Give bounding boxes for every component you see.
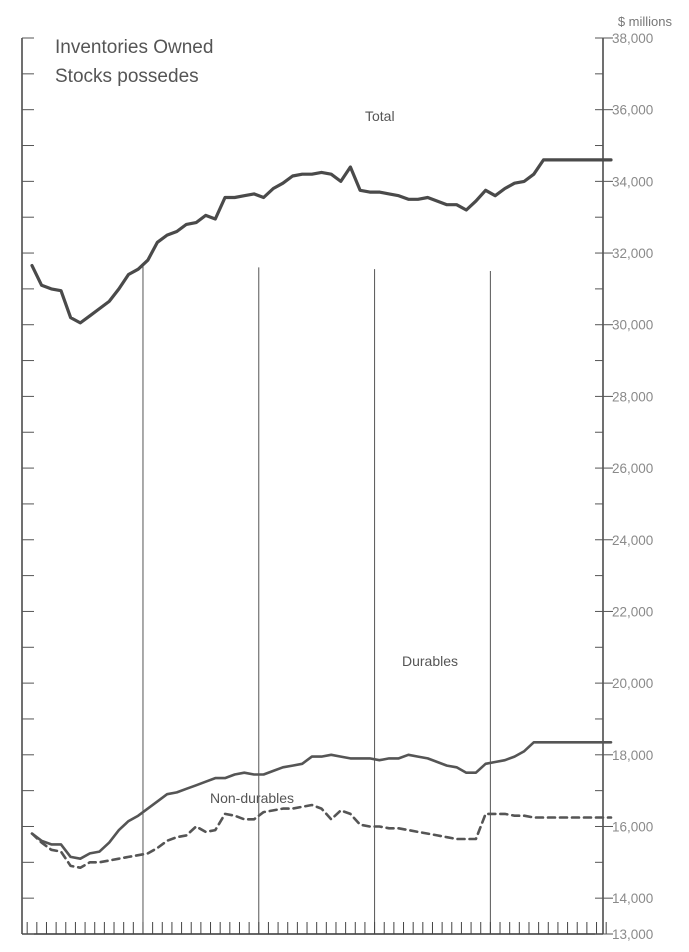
y-unit-label: $ millions bbox=[618, 14, 673, 29]
grid-layer bbox=[21, 38, 604, 935]
lines-layer bbox=[30, 158, 613, 870]
y-tick-label: 16,000 bbox=[612, 819, 653, 834]
y-tick-label: 36,000 bbox=[612, 103, 653, 118]
series-line-non-durables bbox=[30, 803, 613, 870]
series-label-non-durables: Non-durables bbox=[210, 790, 294, 806]
ticks-layer: 13,000 14,000 16,000 18,000 20,000 22,000 24,0… bbox=[22, 31, 653, 942]
chart-title: Inventories Owned bbox=[55, 37, 213, 58]
y-tick-label: 30,000 bbox=[612, 318, 653, 333]
y-tick-label: 32,000 bbox=[612, 246, 653, 261]
y-tick-label: 22,000 bbox=[612, 604, 653, 619]
y-tick-label: 26,000 bbox=[612, 461, 653, 476]
y-tick-label: 13,000 bbox=[612, 927, 653, 942]
chart-subtitle: Stocks possedes bbox=[55, 66, 199, 87]
series-label-durables: Durables bbox=[402, 653, 458, 669]
y-tick-label: 28,000 bbox=[612, 389, 653, 404]
series-line-total bbox=[30, 158, 613, 325]
y-tick-label: 20,000 bbox=[612, 676, 653, 691]
y-tick-label: 34,000 bbox=[612, 174, 653, 189]
y-tick-label: 18,000 bbox=[612, 748, 653, 763]
y-tick-label: 24,000 bbox=[612, 533, 653, 548]
y-tick-label: 14,000 bbox=[612, 891, 653, 906]
y-tick-label: 38,000 bbox=[612, 31, 653, 46]
series-line-durables bbox=[30, 740, 613, 861]
series-label-total: Total bbox=[365, 108, 395, 124]
